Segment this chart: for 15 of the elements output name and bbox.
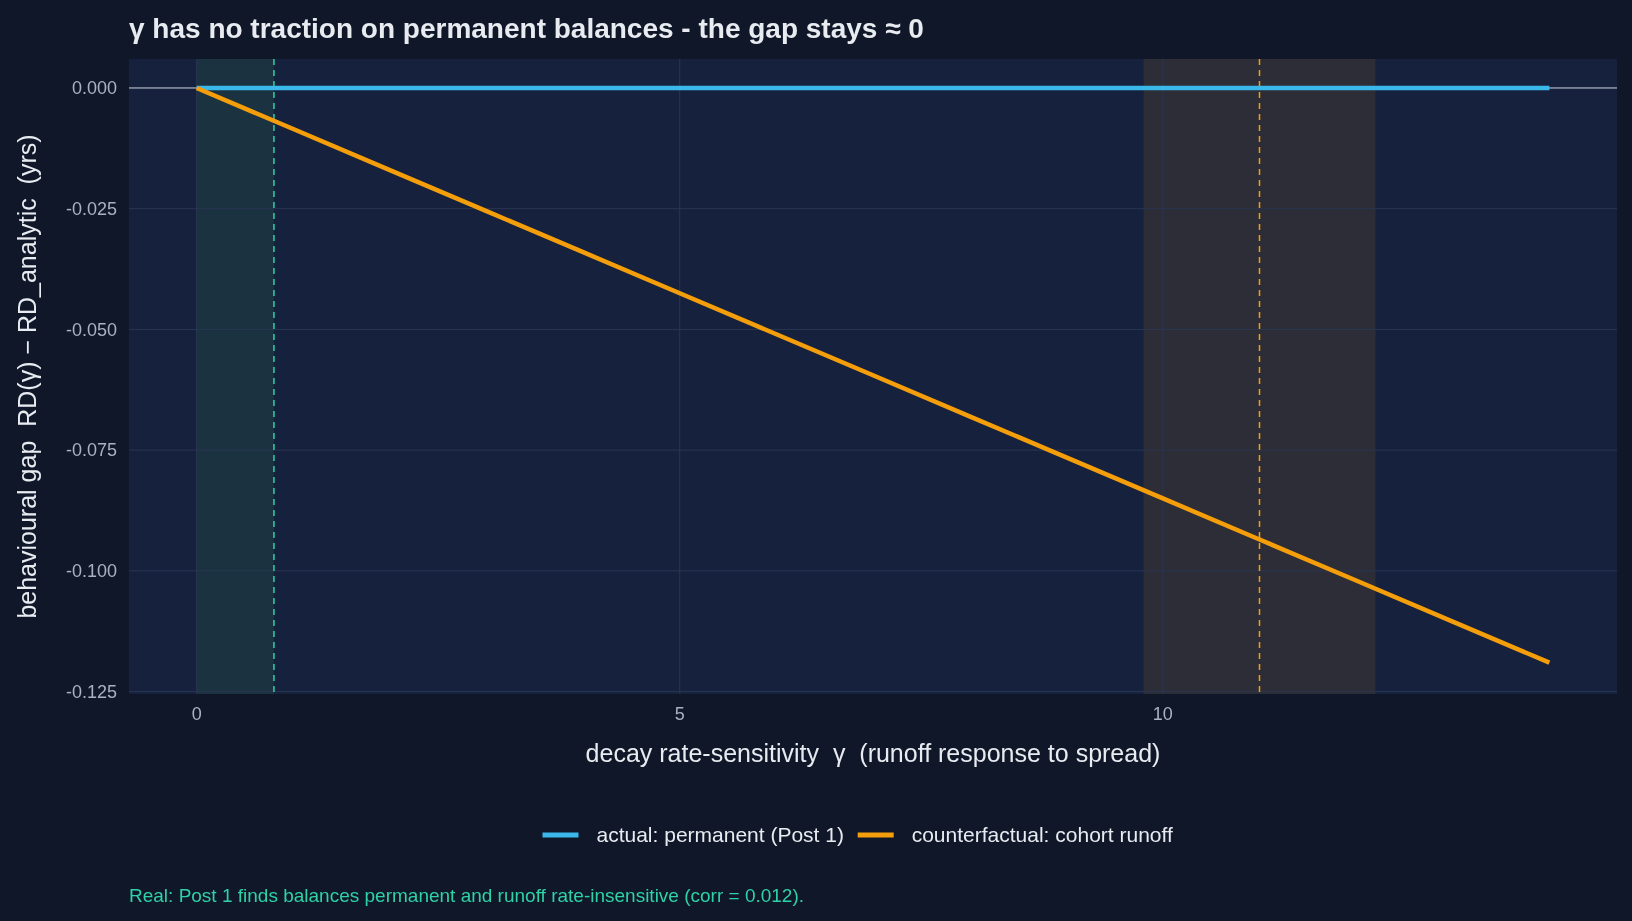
y-axis-title: behavioural gap RD(γ) − RD_analytic (yrs)	[13, 134, 41, 619]
y-tick-label: -0.075	[65, 440, 117, 461]
x-tick-label: 0	[191, 704, 202, 724]
legend-label: counterfactual: cohort runoff	[911, 823, 1173, 847]
legend-label: actual: permanent (Post 1)	[596, 823, 844, 847]
x-tick-label: 5	[674, 704, 685, 724]
y-tick-label: -0.100	[65, 561, 117, 582]
y-tick-label: -0.050	[65, 319, 117, 340]
text: Real: Post 1 finds balances permanent and runoff rate-insensitive (corr = 0.012).	[129, 885, 805, 906]
x-tick-label: 10	[1152, 704, 1173, 724]
chart-title: γ has no traction on permanent balances - the gap stays ≈ 0	[129, 13, 924, 44]
y-tick-label: 0.000	[71, 78, 117, 99]
y-tick-label: -0.125	[65, 681, 117, 702]
y-tick-label: -0.025	[65, 199, 117, 219]
x-axis-title: decay rate-sensitivity γ (runoff response to spread)	[585, 739, 1161, 767]
